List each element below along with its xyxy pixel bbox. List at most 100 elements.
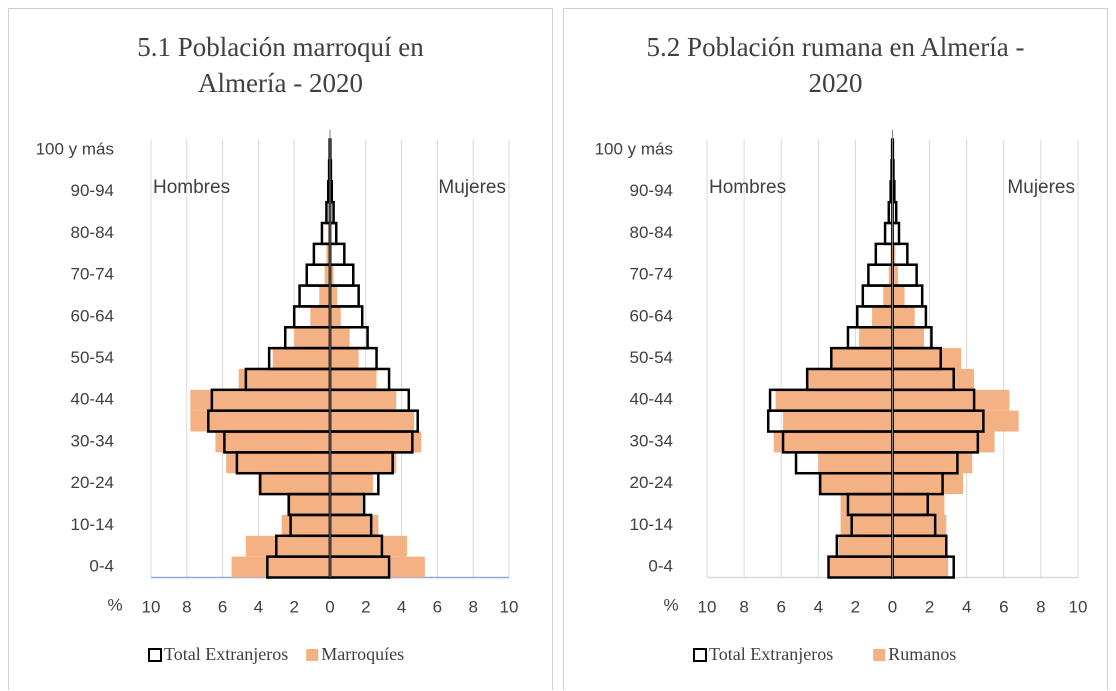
x-tick-label: 2 (361, 597, 370, 616)
bar (330, 390, 396, 411)
y-tick-label: 90-94 (630, 181, 673, 200)
side-label: Hombres (709, 177, 786, 198)
x-tick-label: 8 (1036, 597, 1045, 616)
x-axis-label: % (663, 595, 678, 614)
x-tick-label: 8 (739, 597, 748, 616)
bar (330, 411, 414, 432)
chart-panel: 5.1 Población marroquí en Almería - 2020… (8, 8, 553, 690)
bar (330, 473, 373, 494)
bar (330, 432, 421, 453)
bar (872, 306, 892, 327)
x-tick-label: 6 (433, 597, 442, 616)
bar (893, 432, 995, 453)
bar (829, 557, 892, 578)
y-tick-label: 50-54 (71, 348, 114, 367)
bar (330, 557, 425, 578)
bar (883, 286, 892, 307)
bar (190, 411, 330, 432)
legend-label: Marroquíes (321, 644, 404, 664)
y-tick-label: 80-84 (71, 223, 114, 242)
bar (319, 286, 330, 307)
bar (893, 452, 973, 473)
x-tick-label: 6 (999, 597, 1008, 616)
bar (330, 306, 341, 327)
y-tick-label: 70-74 (71, 265, 114, 284)
y-tick-label: 100 y más (36, 140, 114, 159)
x-tick-label: 2 (925, 597, 934, 616)
x-tick-label: 10 (1069, 597, 1088, 616)
x-tick-label: 2 (851, 597, 860, 616)
x-tick-label: 6 (218, 597, 227, 616)
bar (893, 411, 1019, 432)
bar (239, 369, 330, 390)
bar (893, 473, 963, 494)
bar (330, 536, 407, 557)
bar (330, 452, 396, 473)
y-tick-label: 20-24 (630, 473, 673, 492)
y-tick-label: 10-14 (630, 515, 673, 534)
y-tick-label: 10-14 (71, 515, 114, 534)
y-tick-label: 20-24 (71, 473, 114, 492)
x-tick-label: 4 (397, 597, 406, 616)
y-tick-label: 0-4 (648, 557, 673, 576)
bar (294, 327, 330, 348)
x-tick-label: 10 (142, 597, 161, 616)
x-tick-label: 8 (468, 597, 477, 616)
bar (893, 557, 949, 578)
x-tick-label: 8 (182, 597, 191, 616)
bar (859, 327, 892, 348)
legend-marker (149, 649, 161, 661)
bar (820, 473, 892, 494)
y-tick-label: 0-4 (89, 557, 114, 576)
bar (807, 369, 892, 390)
bar (310, 306, 330, 327)
x-axis-label: % (107, 595, 122, 614)
x-tick-label: 0 (888, 597, 897, 616)
bar (774, 432, 893, 453)
y-tick-label: 40-44 (630, 390, 673, 409)
bar (330, 202, 334, 223)
side-label: Hombres (153, 177, 230, 198)
bar (287, 494, 330, 515)
x-tick-label: 6 (776, 597, 785, 616)
bar (893, 327, 925, 348)
bar (226, 452, 330, 473)
bar (330, 244, 344, 265)
y-tick-label: 30-34 (630, 431, 673, 450)
legend-marker (873, 649, 885, 661)
bar (215, 432, 330, 453)
bar (893, 348, 962, 369)
x-tick-label: 10 (698, 597, 717, 616)
bar (246, 536, 330, 557)
bar (839, 536, 893, 557)
y-tick-label: 40-44 (71, 390, 114, 409)
x-tick-label: 4 (254, 597, 263, 616)
bar (893, 223, 899, 244)
y-tick-label: 100 y más (595, 140, 673, 159)
bar (893, 515, 947, 536)
bar (273, 348, 330, 369)
y-tick-label: 60-64 (630, 306, 673, 325)
bar (330, 348, 359, 369)
bar (893, 306, 915, 327)
bar (841, 515, 893, 536)
legend-label: Rumanos (888, 644, 956, 664)
y-tick-label: 30-34 (71, 431, 114, 450)
bar (893, 286, 905, 307)
side-label: Mujeres (438, 177, 506, 198)
y-tick-label: 60-64 (71, 306, 114, 325)
bar (818, 452, 892, 473)
chart-panel: 5.2 Población rumana en Almería - 2020 1… (563, 8, 1108, 690)
x-tick-label: 0 (325, 597, 334, 616)
bar (893, 390, 1010, 411)
y-tick-label: 70-74 (630, 265, 673, 284)
y-tick-label: 50-54 (630, 348, 673, 367)
bar (330, 223, 336, 244)
bar (893, 536, 947, 557)
bar (876, 244, 893, 265)
bar (893, 369, 975, 390)
x-tick-label: 4 (962, 597, 971, 616)
legend-label: Total Extranjeros (709, 644, 833, 664)
